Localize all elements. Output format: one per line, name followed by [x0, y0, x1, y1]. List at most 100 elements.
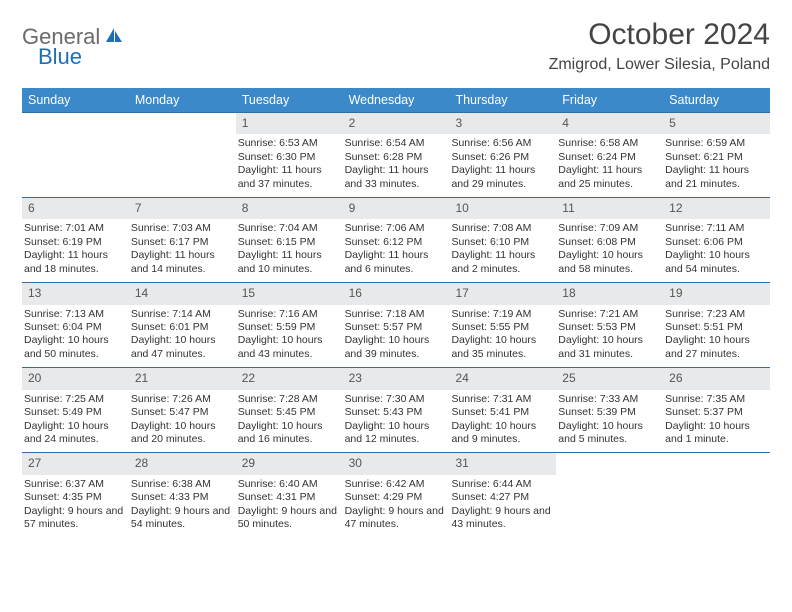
page-header: General October 2024 Zmigrod, Lower Sile…: [22, 18, 770, 74]
day-number: 10: [449, 198, 556, 219]
sunrise-text: Sunrise: 7:26 AM: [131, 393, 232, 406]
sunrise-text: Sunrise: 6:40 AM: [238, 478, 339, 491]
day-body: Sunrise: 7:23 AMSunset: 5:51 PMDaylight:…: [663, 308, 770, 362]
day-number: 21: [129, 368, 236, 389]
day-number: 23: [343, 368, 450, 389]
sunrise-text: Sunrise: 7:04 AM: [238, 222, 339, 235]
sunset-text: Sunset: 5:37 PM: [665, 406, 766, 419]
day-number: 16: [343, 283, 450, 304]
daylight-text: Daylight: 10 hours and 12 minutes.: [345, 420, 446, 447]
day-cell: 27 Sunrise: 6:37 AMSunset: 4:35 PMDayligh…: [22, 453, 129, 537]
day-body: Sunrise: 6:37 AMSunset: 4:35 PMDaylight:…: [22, 478, 129, 532]
day-cell: 30Sunrise: 6:42 AMSunset: 4:29 PMDayligh…: [343, 453, 450, 537]
daylight-text: Daylight: 10 hours and 5 minutes.: [558, 420, 659, 447]
day-cell: 3 Sunrise: 6:56 AMSunset: 6:26 PMDaylight…: [449, 113, 556, 197]
daylight-text: Daylight: 11 hours and 29 minutes.: [451, 164, 552, 191]
day-number: 25: [556, 368, 663, 389]
day-body: Sunrise: 6:58 AMSunset: 6:24 PMDaylight:…: [556, 137, 663, 191]
day-cell: 31Sunrise: 6:44 AMSunset: 4:27 PMDayligh…: [449, 453, 556, 537]
day-number: 26: [663, 368, 770, 389]
day-body: Sunrise: 7:01 AMSunset: 6:19 PMDaylight:…: [22, 222, 129, 276]
daylight-text: Daylight: 10 hours and 47 minutes.: [131, 334, 232, 361]
sunset-text: Sunset: 5:51 PM: [665, 321, 766, 334]
day-cell: 29Sunrise: 6:40 AMSunset: 4:31 PMDayligh…: [236, 453, 343, 537]
daylight-text: Daylight: 10 hours and 20 minutes.: [131, 420, 232, 447]
sunrise-text: Sunrise: 7:35 AM: [665, 393, 766, 406]
sunrise-text: Sunrise: 6:54 AM: [345, 137, 446, 150]
day-body: Sunrise: 7:31 AMSunset: 5:41 PMDaylight:…: [449, 393, 556, 447]
daylight-text: Daylight: 9 hours and 54 minutes.: [131, 505, 232, 532]
day-number: 2: [343, 113, 450, 134]
day-cell: 26Sunrise: 7:35 AMSunset: 5:37 PMDayligh…: [663, 368, 770, 452]
day-cell: 13Sunrise: 7:13 AMSunset: 6:04 PMDayligh…: [22, 283, 129, 367]
day-body: Sunrise: 7:11 AMSunset: 6:06 PMDaylight:…: [663, 222, 770, 276]
day-body: Sunrise: 7:26 AMSunset: 5:47 PMDaylight:…: [129, 393, 236, 447]
sunset-text: Sunset: 5:43 PM: [345, 406, 446, 419]
day-body: Sunrise: 6:40 AMSunset: 4:31 PMDaylight:…: [236, 478, 343, 532]
day-number: 12: [663, 198, 770, 219]
daylight-text: Daylight: 11 hours and 33 minutes.: [345, 164, 446, 191]
day-cell: 23Sunrise: 7:30 AMSunset: 5:43 PMDayligh…: [343, 368, 450, 452]
day-cell: .: [22, 113, 129, 197]
day-number: 18: [556, 283, 663, 304]
day-body: Sunrise: 7:18 AMSunset: 5:57 PMDaylight:…: [343, 308, 450, 362]
daylight-text: Daylight: 11 hours and 37 minutes.: [238, 164, 339, 191]
sunset-text: Sunset: 5:53 PM: [558, 321, 659, 334]
day-number: 3: [449, 113, 556, 134]
sunset-text: Sunset: 5:55 PM: [451, 321, 552, 334]
sunset-text: Sunset: 6:06 PM: [665, 236, 766, 249]
day-body: Sunrise: 6:56 AMSunset: 6:26 PMDaylight:…: [449, 137, 556, 191]
week-row: 20Sunrise: 7:25 AMSunset: 5:49 PMDayligh…: [22, 367, 770, 452]
sunrise-text: Sunrise: 6:42 AM: [345, 478, 446, 491]
sunset-text: Sunset: 6:08 PM: [558, 236, 659, 249]
day-header-fri: Friday: [556, 88, 663, 112]
sunset-text: Sunset: 6:15 PM: [238, 236, 339, 249]
daylight-text: Daylight: 10 hours and 9 minutes.: [451, 420, 552, 447]
day-cell: 12 Sunrise: 7:11 AMSunset: 6:06 PMDayligh…: [663, 198, 770, 282]
day-number: 7: [129, 198, 236, 219]
day-number: 28: [129, 453, 236, 474]
daylight-text: Daylight: 11 hours and 21 minutes.: [665, 164, 766, 191]
sunset-text: Sunset: 6:26 PM: [451, 151, 552, 164]
sunrise-text: Sunrise: 7:25 AM: [24, 393, 125, 406]
sunset-text: Sunset: 5:45 PM: [238, 406, 339, 419]
day-cell: 15Sunrise: 7:16 AMSunset: 5:59 PMDayligh…: [236, 283, 343, 367]
sunset-text: Sunset: 6:28 PM: [345, 151, 446, 164]
day-body: Sunrise: 6:44 AMSunset: 4:27 PMDaylight:…: [449, 478, 556, 532]
sunset-text: Sunset: 6:19 PM: [24, 236, 125, 249]
week-row: 13Sunrise: 7:13 AMSunset: 6:04 PMDayligh…: [22, 282, 770, 367]
day-number: 27: [22, 453, 129, 474]
daylight-text: Daylight: 10 hours and 27 minutes.: [665, 334, 766, 361]
day-cell: 6Sunrise: 7:01 AMSunset: 6:19 PMDaylight…: [22, 198, 129, 282]
sunset-text: Sunset: 6:17 PM: [131, 236, 232, 249]
sunset-text: Sunset: 4:31 PM: [238, 491, 339, 504]
sunrise-text: Sunrise: 7:18 AM: [345, 308, 446, 321]
day-cell: 2 Sunrise: 6:54 AMSunset: 6:28 PMDaylight…: [343, 113, 450, 197]
daylight-text: Daylight: 10 hours and 31 minutes.: [558, 334, 659, 361]
daylight-text: Daylight: 9 hours and 50 minutes.: [238, 505, 339, 532]
daylight-text: Daylight: 11 hours and 18 minutes.: [24, 249, 125, 276]
daylight-text: Daylight: 10 hours and 43 minutes.: [238, 334, 339, 361]
day-cell: .: [663, 453, 770, 537]
daylight-text: Daylight: 11 hours and 2 minutes.: [451, 249, 552, 276]
sunset-text: Sunset: 6:24 PM: [558, 151, 659, 164]
sunrise-text: Sunrise: 7:06 AM: [345, 222, 446, 235]
sunset-text: Sunset: 4:27 PM: [451, 491, 552, 504]
day-number: 22: [236, 368, 343, 389]
sunrise-text: Sunrise: 6:58 AM: [558, 137, 659, 150]
day-cell: 5Sunrise: 6:59 AMSunset: 6:21 PMDaylight…: [663, 113, 770, 197]
day-cell: .: [129, 113, 236, 197]
day-cell: 10 Sunrise: 7:08 AMSunset: 6:10 PMDayligh…: [449, 198, 556, 282]
day-cell: 17Sunrise: 7:19 AMSunset: 5:55 PMDayligh…: [449, 283, 556, 367]
day-cell: 11Sunrise: 7:09 AMSunset: 6:08 PMDayligh…: [556, 198, 663, 282]
day-body: Sunrise: 6:42 AMSunset: 4:29 PMDaylight:…: [343, 478, 450, 532]
day-cell: 21 Sunrise: 7:26 AMSunset: 5:47 PMDayligh…: [129, 368, 236, 452]
day-body: Sunrise: 7:08 AMSunset: 6:10 PMDaylight:…: [449, 222, 556, 276]
daylight-text: Daylight: 10 hours and 54 minutes.: [665, 249, 766, 276]
day-number: 20: [22, 368, 129, 389]
daylight-text: Daylight: 9 hours and 43 minutes.: [451, 505, 552, 532]
sunrise-text: Sunrise: 6:44 AM: [451, 478, 552, 491]
day-number: 4: [556, 113, 663, 134]
sunrise-text: Sunrise: 6:59 AM: [665, 137, 766, 150]
sunset-text: Sunset: 6:10 PM: [451, 236, 552, 249]
